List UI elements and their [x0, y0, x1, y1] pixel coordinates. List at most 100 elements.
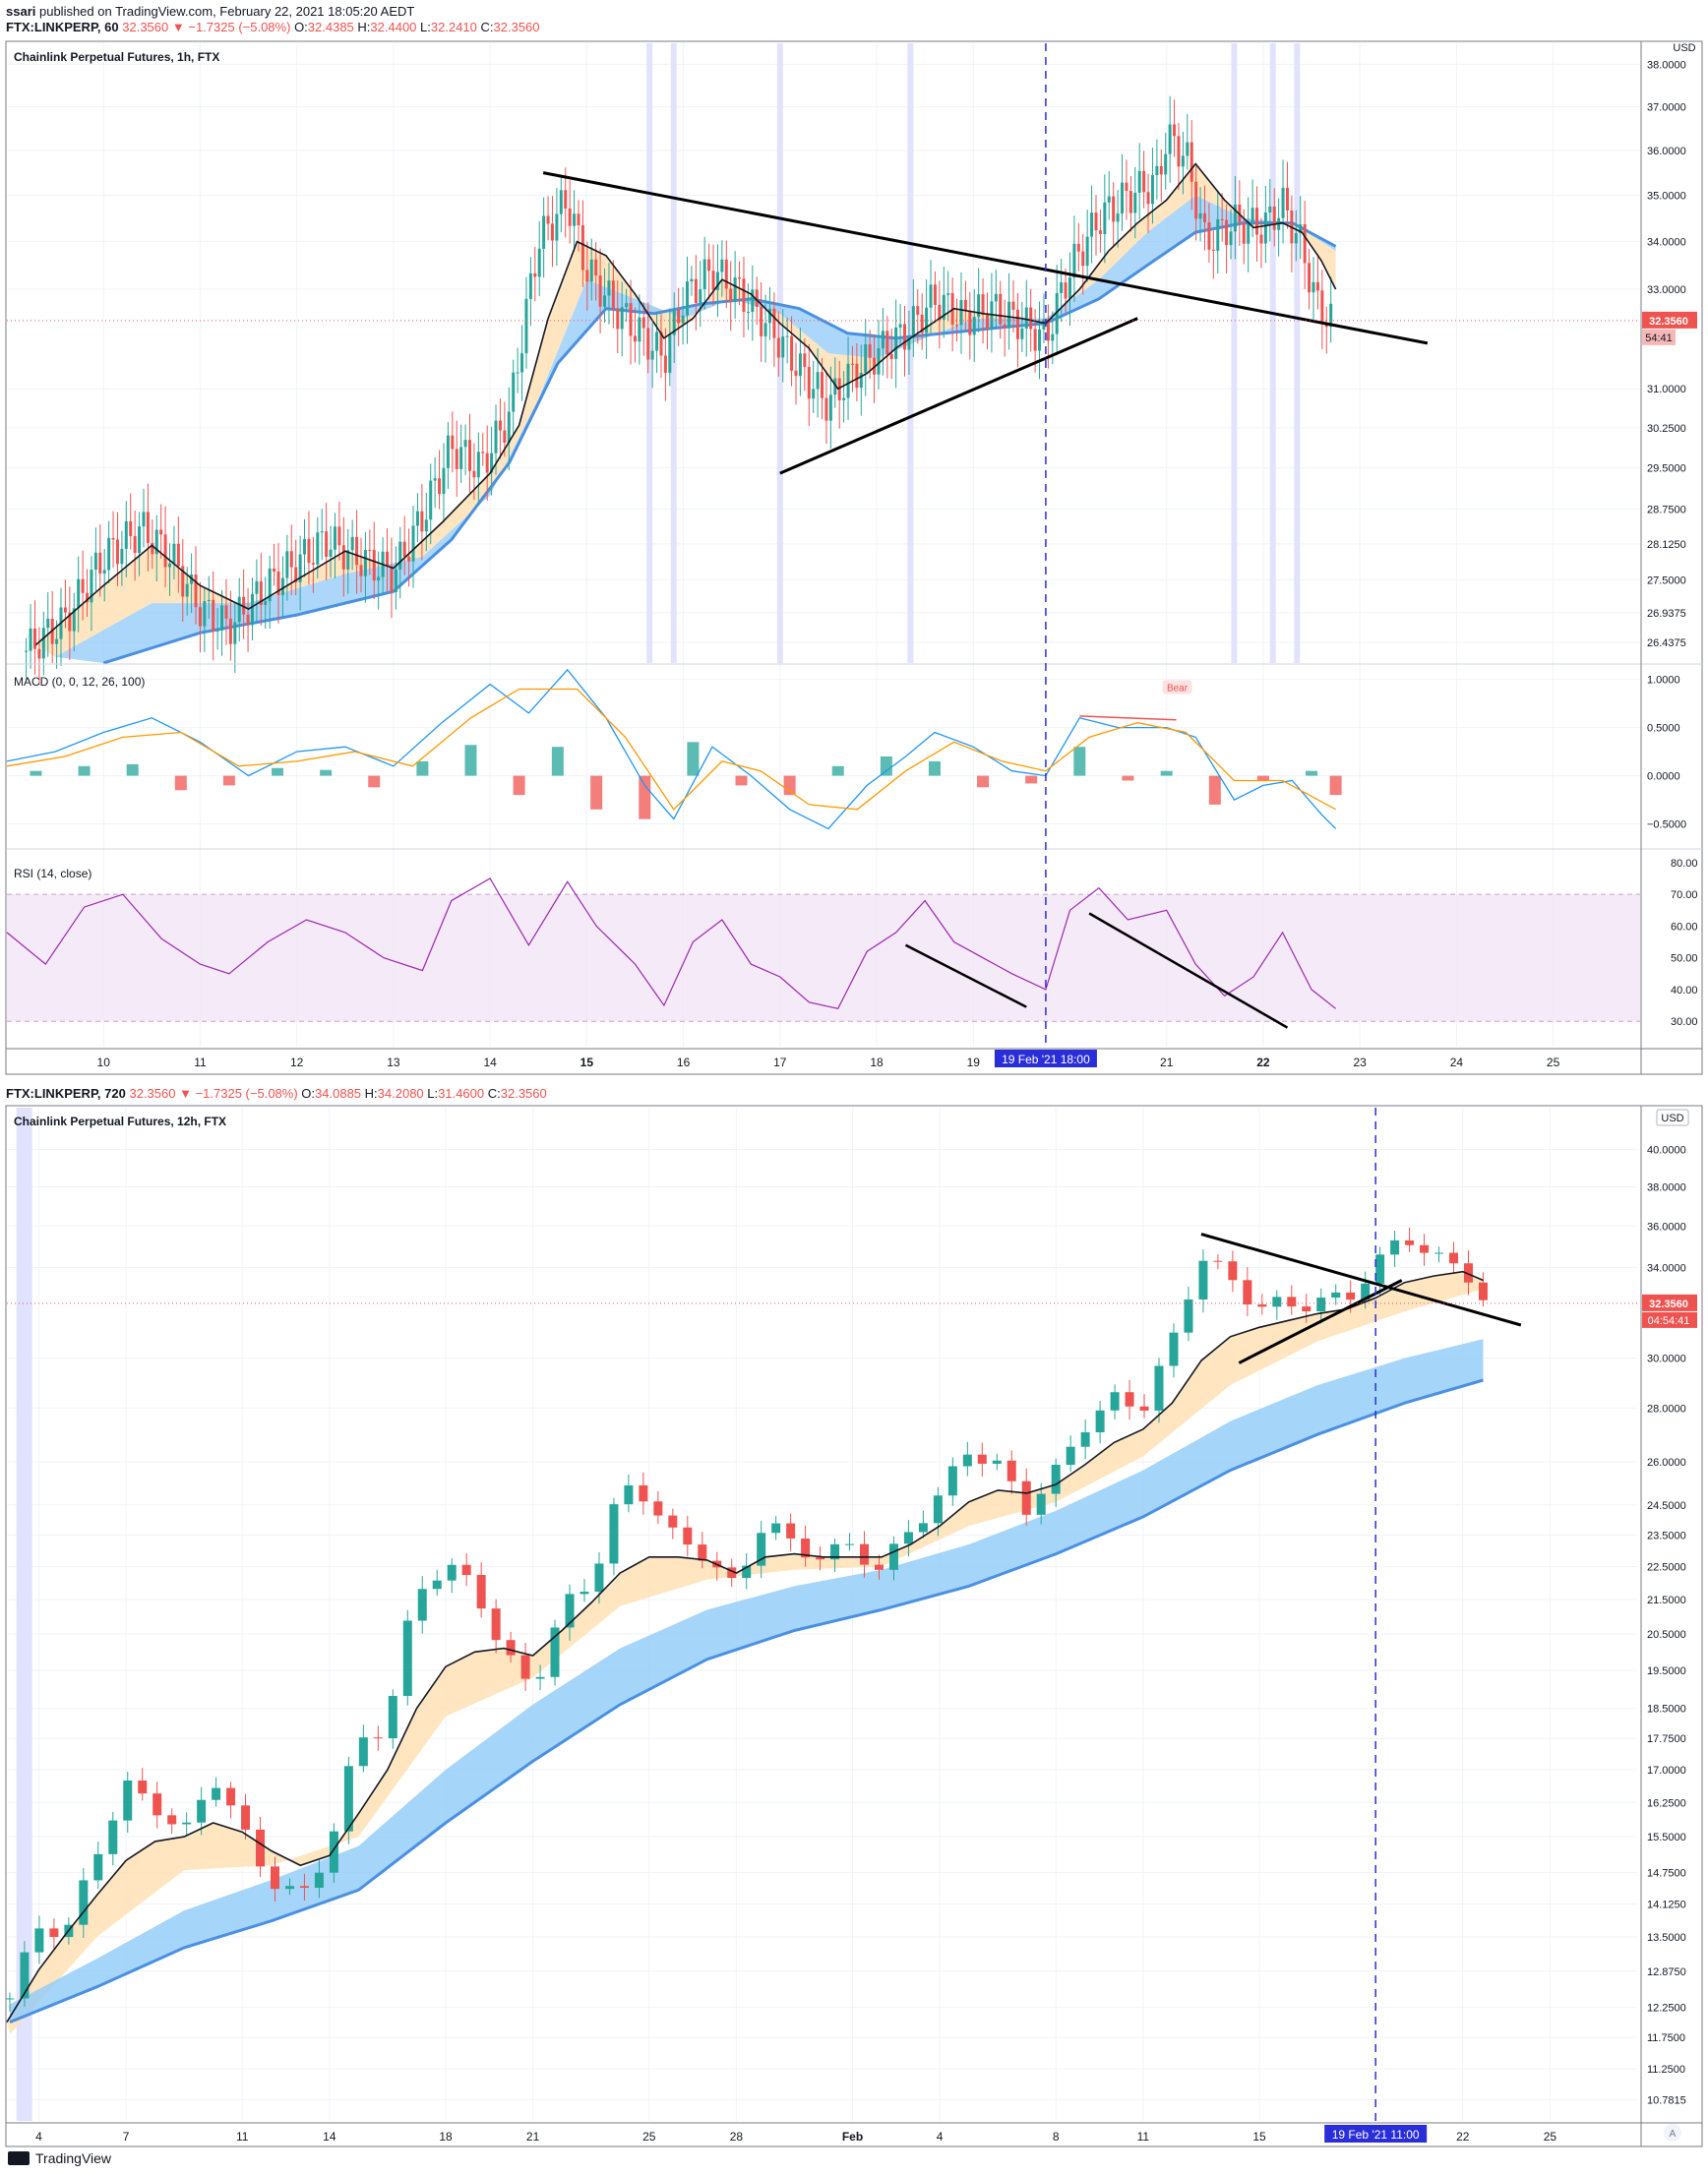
candle-body — [1173, 124, 1177, 137]
candle-body — [359, 565, 363, 576]
candle-body — [1229, 231, 1233, 246]
candle-body — [241, 1805, 251, 1830]
candle-body — [794, 370, 798, 377]
macd-signal-line — [6, 688, 1336, 811]
currency-label: USD — [1661, 1113, 1683, 1124]
time-tick-label: 24 — [1450, 1056, 1464, 1069]
candle-body — [1051, 333, 1055, 341]
candle-body — [733, 276, 737, 302]
top-chart[interactable]: Bear 19 Feb '21 18:00 Chainlink Perpetual … — [0, 39, 1708, 1078]
candle-body — [1287, 1297, 1297, 1307]
candle-body — [237, 596, 241, 623]
candle-body — [1190, 142, 1193, 182]
top-change: ▼ −1.7325 (−5.08%) — [171, 20, 291, 34]
candle-body — [594, 259, 598, 276]
publisher-user[interactable]: ssari — [6, 4, 36, 19]
candle-body — [407, 556, 411, 562]
candle-body — [256, 1829, 266, 1867]
candle-body — [1294, 232, 1298, 244]
candle-body — [29, 629, 32, 651]
candle-body — [698, 1544, 707, 1561]
bottom-symbol[interactable]: FTX:LINKPERP, 720 — [6, 1086, 126, 1101]
macd-tick-label: −0.5000 — [1647, 819, 1686, 831]
candle-body — [1285, 187, 1289, 211]
candle-body — [1150, 174, 1154, 205]
candle-body — [1272, 206, 1276, 230]
last-price-badge — [1642, 1294, 1697, 1311]
candle-body — [767, 308, 771, 324]
price-tick-label: 19.5000 — [1647, 1665, 1686, 1677]
candle-body — [215, 630, 219, 632]
candle-body — [1133, 192, 1137, 213]
candle-body — [242, 596, 246, 615]
candle-body — [461, 1564, 471, 1576]
time-tick-label: 15 — [1252, 2130, 1266, 2144]
candle-body — [1405, 1239, 1415, 1245]
candle-body — [1076, 243, 1080, 252]
candle-body — [564, 190, 568, 210]
rsi-tick-label: 40.00 — [1671, 985, 1698, 997]
bottom-chart[interactable]: 19 Feb '21 11:00 Chainlink Perpetual Futu… — [0, 1104, 1708, 2148]
candle-body — [154, 529, 158, 555]
top-l-label: L: — [420, 20, 431, 34]
candle-body — [1055, 292, 1059, 334]
candle-body — [985, 314, 989, 330]
time-tick-label: 25 — [642, 2130, 656, 2144]
price-tick-label: 11.2500 — [1647, 2064, 1685, 2076]
candle-body — [1155, 165, 1159, 175]
auto-scale-label: A — [1670, 2129, 1677, 2140]
candle-body — [1095, 1410, 1105, 1433]
price-tick-label: 37.0000 — [1647, 102, 1686, 114]
bottom-h: 34.2080 — [377, 1086, 424, 1101]
candle-body — [1090, 212, 1094, 237]
candle-body — [828, 394, 832, 421]
candle-body — [86, 592, 90, 603]
candle-body — [850, 363, 854, 365]
candle-body — [220, 605, 224, 631]
candle-body — [93, 552, 97, 571]
candle-body — [46, 618, 50, 629]
candle-body — [629, 303, 633, 336]
candle-body — [1081, 251, 1085, 267]
candle-body — [181, 566, 185, 597]
currency-button — [1656, 1109, 1689, 1126]
candle-body — [911, 306, 915, 338]
candle-body — [771, 1523, 781, 1534]
price-tick-label: 26.0000 — [1647, 1457, 1686, 1469]
tradingview-logo[interactable]: TradingView — [8, 2150, 111, 2166]
candle-body — [929, 284, 933, 308]
trendline — [1238, 1279, 1403, 1364]
price-tick-label: 34.0000 — [1647, 1262, 1686, 1274]
candle-body — [1198, 1260, 1208, 1299]
top-symbol[interactable]: FTX:LINKPERP, 60 — [6, 20, 119, 34]
time-tick-label: 4 — [35, 2130, 42, 2144]
candle-body — [299, 1886, 309, 1889]
candle-body — [451, 435, 455, 450]
candle-body — [491, 1608, 501, 1641]
candle-body — [467, 440, 471, 471]
candle-body — [1007, 301, 1011, 329]
candle-body — [507, 411, 511, 443]
candle-body — [860, 1543, 870, 1565]
candle-body — [650, 350, 654, 360]
candle-body — [1020, 328, 1024, 339]
price-tick-label: 20.5000 — [1647, 1629, 1686, 1641]
rsi-tick-label: 70.00 — [1671, 889, 1698, 901]
candle-body — [98, 552, 102, 574]
candle-body — [325, 531, 329, 557]
candle-body — [358, 1737, 368, 1767]
time-tick-label: 18 — [870, 1056, 884, 1069]
candle-body — [520, 353, 524, 373]
candle-body — [316, 532, 320, 565]
macd-histogram-bar — [368, 775, 381, 788]
candle-body — [197, 1799, 207, 1823]
candle-body — [833, 378, 837, 395]
candle-body — [41, 628, 45, 659]
candle-body — [433, 478, 437, 481]
last-price-badge — [1642, 311, 1697, 329]
price-tick-label: 28.7500 — [1647, 504, 1686, 515]
time-tick-label: 14 — [323, 2130, 336, 2144]
candle-body — [1015, 309, 1019, 339]
candle-body — [273, 568, 276, 573]
candle-body — [1329, 303, 1333, 328]
